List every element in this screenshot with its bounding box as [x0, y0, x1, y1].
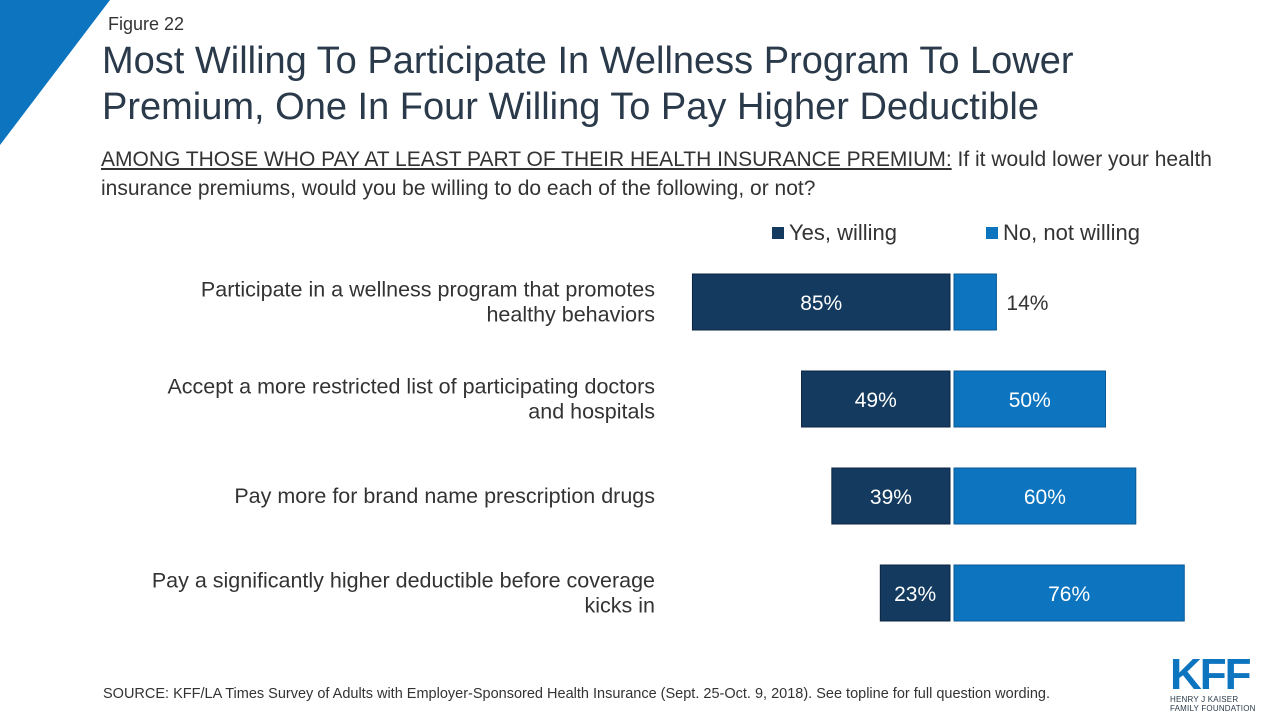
bar-label-yes: 39%	[870, 486, 912, 509]
category-label-line: healthy behaviors	[486, 303, 655, 327]
bar-label-yes: 85%	[800, 292, 842, 315]
legend-label-yes: Yes, willing	[789, 220, 897, 245]
logo-line-2: FAMILY FOUNDATION	[1170, 704, 1256, 713]
bar-label-no: 76%	[1048, 583, 1090, 606]
chart-subtitle: AMONG THOSE WHO PAY AT LEAST PART OF THE…	[101, 145, 1221, 203]
legend-swatch-yes	[772, 227, 784, 239]
category-label-line: Participate in a wellness program that p…	[201, 278, 655, 302]
bar-no	[953, 467, 1137, 525]
kff-logo: KFF HENRY J KAISER FAMILY FOUNDATION	[1170, 650, 1260, 714]
bar-label-no: 14%	[1006, 292, 1048, 315]
logo-text: KFF	[1170, 650, 1252, 699]
subtitle-question: If it would lower your health insurance …	[101, 148, 1212, 200]
category-label-line: Accept a more restricted list of partici…	[167, 375, 655, 399]
bar-yes	[801, 370, 951, 428]
bar-yes	[879, 564, 951, 622]
category-label-0: Participate in a wellness program that p…	[201, 278, 655, 327]
category-label-line: Pay more for brand name prescription dru…	[234, 484, 655, 508]
figure-label: Figure 22	[108, 14, 185, 34]
category-label-line: Pay a significantly higher deductible be…	[152, 569, 655, 593]
legend-label-no: No, not willing	[1003, 220, 1140, 245]
category-label-2: Pay more for brand name prescription dru…	[234, 484, 655, 508]
category-label-3: Pay a significantly higher deductible be…	[152, 569, 655, 618]
chart-title: Most Willing To Participate In Wellness …	[102, 40, 1074, 128]
subtitle-underlined: AMONG THOSE WHO PAY AT LEAST PART OF THE…	[101, 148, 952, 171]
legend-swatch-no	[986, 227, 998, 239]
bar-chart: Yes, willing No, not willing Participate i…	[152, 220, 1185, 622]
bar-label-yes: 49%	[855, 389, 897, 412]
bar-yes	[831, 467, 951, 525]
source-note: SOURCE: KFF/LA Times Survey of Adults wi…	[103, 686, 1050, 702]
corner-triangle-decoration	[0, 0, 110, 145]
bar-no	[953, 370, 1106, 428]
category-label-1: Accept a more restricted list of partici…	[167, 375, 655, 424]
bar-yes	[691, 273, 951, 331]
bar-no	[953, 273, 997, 331]
bar-label-no: 60%	[1024, 486, 1066, 509]
bar-label-yes: 23%	[894, 583, 936, 606]
category-label-line: and hospitals	[528, 400, 655, 424]
bar-label-no: 50%	[1009, 389, 1051, 412]
bar-no	[953, 564, 1185, 622]
logo-line-1: HENRY J KAISER	[1170, 695, 1239, 704]
category-label-line: kicks in	[585, 594, 655, 618]
